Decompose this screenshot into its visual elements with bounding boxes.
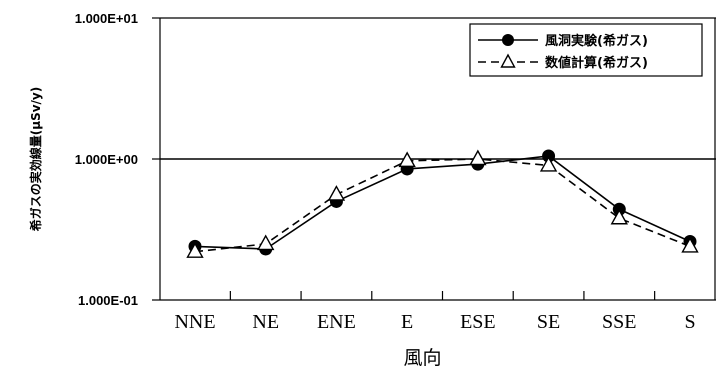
x-tick-label: ENE xyxy=(317,311,356,333)
x-tick-label: E xyxy=(401,311,413,333)
data-point xyxy=(610,208,628,225)
data-point xyxy=(681,236,699,253)
x-axis: NNE NE ENE E ESE SE SSE S xyxy=(174,291,696,333)
legend-label: 風洞実験(希ガス) xyxy=(545,33,648,49)
y-tick-label: 1.000E-01 xyxy=(78,293,138,308)
x-tick-label: NE xyxy=(252,311,279,333)
data-point xyxy=(257,234,275,251)
legend-marker xyxy=(502,34,514,46)
y-axis: 1.000E+01 1.000E+00 1.000E-01 xyxy=(75,11,160,308)
y-tick-label: 1.000E+01 xyxy=(75,11,138,26)
plot-frame xyxy=(159,17,716,301)
data-point xyxy=(469,149,487,166)
y-tick-label: 1.000E+00 xyxy=(75,152,138,167)
legend: 風洞実験(希ガス) 数値計算(希ガス) xyxy=(469,23,703,77)
series-line xyxy=(194,158,691,253)
x-tick-label: S xyxy=(684,311,695,333)
legend-label: 数値計算(希ガス) xyxy=(545,55,648,71)
data-point xyxy=(539,156,558,172)
data-point xyxy=(186,242,204,258)
legend-marker xyxy=(500,53,516,68)
data-point xyxy=(398,151,416,168)
data-point xyxy=(327,185,346,201)
x-tick-label: SE xyxy=(537,311,560,333)
x-axis-label: 風向 xyxy=(403,347,441,369)
x-tick-label: NNE xyxy=(174,311,215,333)
x-tick-label: SSE xyxy=(602,311,636,333)
series-line xyxy=(194,155,691,250)
x-tick-label: ESE xyxy=(460,311,496,333)
y-axis-label: 希ガスの実効線量(μSv/y) xyxy=(28,87,43,232)
series-layer xyxy=(186,149,699,258)
